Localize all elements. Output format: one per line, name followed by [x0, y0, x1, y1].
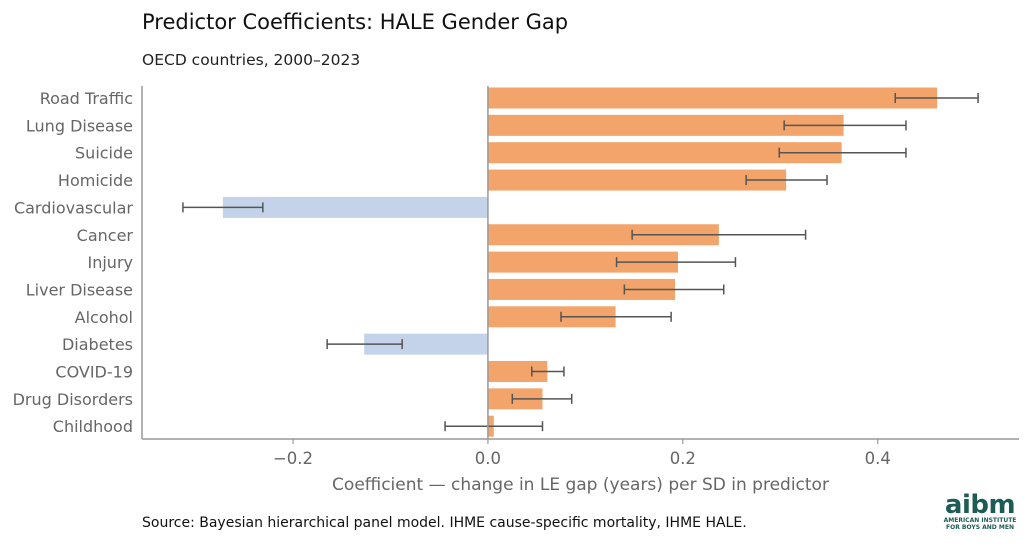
x-ticks-group: −0.2 0.0 0.2 0.4 [273, 439, 891, 468]
bar-cardiovascular [222, 196, 488, 218]
error-bar-cardiovascular [182, 202, 264, 213]
x-tick-label: 0.2 [670, 449, 696, 468]
bar-diabetes [364, 333, 488, 355]
aibm-logo: aibm AMERICAN INSTITUTE FOR BOYS AND MEN [944, 491, 1017, 531]
category-label-diabetes: Diabetes [62, 335, 133, 354]
bar-alcohol [487, 306, 616, 328]
source-note: Source: Bayesian hierarchical panel mode… [142, 515, 747, 531]
bar-liver-disease [487, 278, 676, 300]
category-label-lung-disease: Lung Disease [26, 116, 133, 135]
bar-road-traffic [487, 87, 938, 109]
error-bars-group [182, 93, 979, 432]
error-bar-liver-disease [623, 284, 725, 295]
error-bar-diabetes [326, 339, 403, 350]
category-label-liver-disease: Liver Disease [26, 280, 133, 299]
error-bar-lung-disease [783, 120, 907, 131]
error-bar-covid-19 [531, 366, 565, 377]
bar-injury [487, 251, 678, 273]
logo-wordmark: aibm [945, 491, 1015, 520]
error-bar-drug-disorders [511, 393, 573, 404]
x-tick-label: 0.0 [475, 449, 501, 468]
error-bar-road-traffic [894, 93, 979, 103]
bar-covid-19 [487, 361, 548, 382]
category-labels-group: Road Traffic Lung Disease Suicide Homicide C… [13, 89, 134, 436]
category-label-covid-19: COVID-19 [55, 363, 133, 382]
category-label-alcohol: Alcohol [75, 308, 133, 327]
x-axis-title: Coefficient — change in LE gap (years) p… [332, 475, 829, 495]
error-bar-alcohol [560, 311, 672, 322]
chart-subtitle: OECD countries, 2000–2023 [142, 51, 361, 69]
category-label-road-traffic: Road Traffic [40, 89, 133, 108]
bars-group [222, 87, 938, 437]
bar-homicide [487, 169, 787, 191]
category-label-homicide: Homicide [58, 171, 133, 190]
logo-line-1: AMERICAN INSTITUTE [944, 517, 1017, 524]
error-bar-cancer [631, 229, 807, 240]
error-bar-childhood [444, 421, 544, 432]
category-label-drug-disorders: Drug Disorders [13, 390, 133, 409]
category-label-cardiovascular: Cardiovascular [14, 198, 133, 217]
x-tick-label: −0.2 [273, 449, 313, 468]
error-bar-suicide [778, 147, 907, 158]
category-label-suicide: Suicide [75, 144, 133, 163]
error-bar-injury [615, 257, 737, 268]
bar-cancer [487, 224, 719, 246]
category-label-injury: Injury [88, 253, 134, 272]
chart-title: Predictor Coefficients: HALE Gender Gap [142, 10, 569, 34]
bar-lung-disease [487, 114, 844, 136]
logo-line-2: FOR BOYS AND MEN [946, 524, 1014, 531]
x-tick-label: 0.4 [865, 449, 891, 468]
category-label-childhood: Childhood [53, 417, 133, 436]
category-label-cancer: Cancer [77, 226, 134, 245]
error-bar-homicide [745, 175, 828, 186]
bar-suicide [487, 142, 842, 164]
